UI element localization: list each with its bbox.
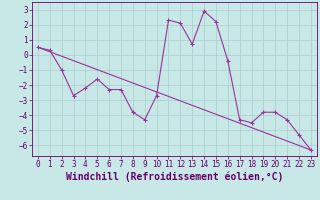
X-axis label: Windchill (Refroidissement éolien,°C): Windchill (Refroidissement éolien,°C) — [66, 172, 283, 182]
